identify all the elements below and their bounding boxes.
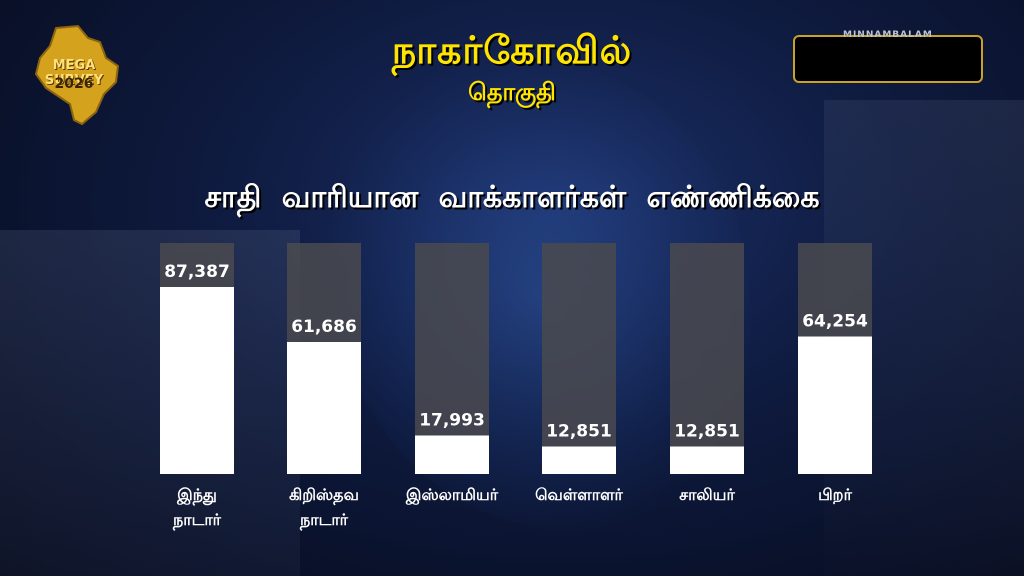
- brand-text: MINNAMBALAM: [843, 30, 933, 40]
- tamilnadu-map-icon: [34, 24, 120, 126]
- bar-value-label: 12,851: [546, 422, 612, 442]
- category-label: நாடார்: [299, 510, 349, 530]
- bar: [542, 446, 616, 474]
- bar-track: [542, 243, 616, 474]
- page-title: நாகர்கோவில்: [391, 28, 633, 72]
- bar: [287, 341, 361, 474]
- bar-value-label: 64,254: [802, 312, 868, 332]
- bar-track: [670, 243, 744, 474]
- brand-box: [793, 35, 983, 83]
- bar: [670, 446, 744, 474]
- logo-line1: MEGA SURVEY: [44, 58, 104, 88]
- category-label: வெள்ளாளர்: [535, 485, 623, 504]
- category-label: இஸ்லாமியர்: [405, 485, 499, 505]
- bar: [798, 336, 872, 474]
- mega-survey-logo: MEGA SURVEY 2026: [26, 24, 122, 128]
- bar-value-label: 61,686: [291, 317, 357, 337]
- bar-value-label: 12,851: [674, 422, 740, 442]
- bar: [160, 287, 234, 474]
- logo-line2: 2026: [54, 76, 94, 92]
- page-subtitle: தொகுதி: [468, 78, 556, 106]
- category-label: நாடார்: [172, 510, 222, 530]
- bar-value-label: 17,993: [419, 410, 485, 430]
- bar-value-label: 87,387: [164, 262, 230, 282]
- category-label: பிறர்: [818, 485, 852, 504]
- category-label: கிறிஸ்தவ: [289, 485, 359, 505]
- category-label: சாலியர்: [679, 485, 735, 504]
- chart-title: சாதி வாரியான வாக்காளர்கள் எண்ணிக்கை: [204, 180, 820, 215]
- category-label: இந்து: [176, 485, 217, 505]
- bar: [415, 435, 489, 474]
- building-background: [0, 230, 300, 576]
